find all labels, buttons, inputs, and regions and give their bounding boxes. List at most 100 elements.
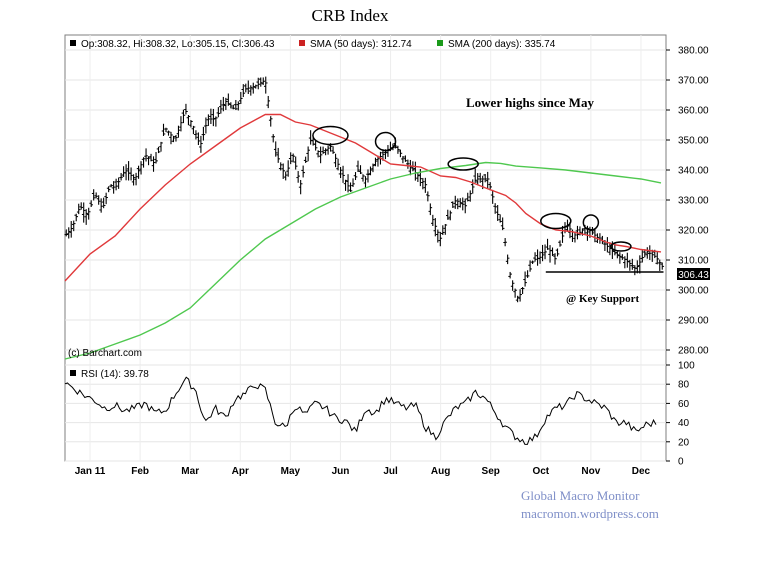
ohlc-bar xyxy=(593,229,597,243)
ohlc-bar xyxy=(129,167,133,181)
ohlc-bar xyxy=(483,174,487,183)
ohlc-bar xyxy=(640,250,645,263)
ohlc-bar xyxy=(94,192,98,199)
ohlc-bar xyxy=(368,166,373,176)
ohlc-bar xyxy=(505,254,510,265)
ohlc-bar xyxy=(166,130,171,136)
ohlc-bar xyxy=(288,152,293,165)
price-tick-label: 380.00 xyxy=(678,46,709,57)
lower-high-ellipse xyxy=(447,157,479,171)
ohlc-bar xyxy=(628,259,632,271)
ohlc-bar xyxy=(346,174,350,193)
ohlc-bar xyxy=(231,104,236,110)
x-tick-label: Feb xyxy=(131,466,149,477)
ohlc-bar xyxy=(445,209,450,220)
ohlc-bar xyxy=(520,287,525,295)
x-tick-label: May xyxy=(281,466,301,477)
ohlc-bar xyxy=(194,130,198,140)
ohlc-bar xyxy=(443,224,448,235)
ohlc-bar xyxy=(318,146,323,164)
ohlc-bar xyxy=(341,165,345,183)
ohlc-bar xyxy=(530,260,535,264)
rsi-tick-label: 100 xyxy=(678,361,695,372)
lower-high-ellipses xyxy=(312,125,632,252)
ohlc-bar xyxy=(251,82,256,94)
ohlc-bar xyxy=(333,153,338,168)
x-axis: Jan 11 Feb Mar Apr May Jun Jul Aug Sep Oct Nov Dec xyxy=(75,466,651,477)
rsi-legend-swatch xyxy=(70,370,76,376)
x-tick-label: Sep xyxy=(482,466,500,477)
ohlc-bar xyxy=(136,165,141,179)
ohlc-bar xyxy=(154,152,158,164)
ohlc-bar xyxy=(246,80,251,95)
ohlc-bar xyxy=(191,125,196,135)
ohlc-bar xyxy=(114,178,118,191)
ohlc-bar xyxy=(101,197,106,209)
ohlc-bar xyxy=(211,108,216,127)
lower-high-ellipse xyxy=(540,212,572,230)
ohlc-bar xyxy=(144,148,148,162)
ohlc-bar xyxy=(241,84,246,98)
ohlc-bar xyxy=(86,207,91,220)
ohlc-bar xyxy=(313,140,318,151)
ohlc-bar xyxy=(348,182,353,192)
rsi-tick-label: 80 xyxy=(678,380,690,391)
sma50-legend-swatch xyxy=(299,40,305,46)
ohlc-bar xyxy=(258,77,263,87)
ohlc-bar xyxy=(436,229,440,243)
ohlc-bar xyxy=(119,172,123,181)
sma50-legend-text: SMA (50 days): 312.74 xyxy=(310,39,412,50)
rsi-tick-label: 20 xyxy=(678,437,690,448)
rsi-tick-label: 60 xyxy=(678,399,690,410)
ohlc-legend-swatch xyxy=(70,40,76,46)
ohlc-bar xyxy=(169,131,173,145)
ohlc-bar xyxy=(286,160,290,177)
ohlc-bar xyxy=(468,190,473,202)
ohlc-bar xyxy=(124,164,128,181)
ohlc-bar xyxy=(453,195,458,209)
price-tick-label: 340.00 xyxy=(678,166,709,177)
rsi-line xyxy=(64,376,657,445)
ohlc-bar xyxy=(353,172,358,181)
ohlc-bar xyxy=(64,229,69,237)
ohlc-bar xyxy=(131,174,136,186)
ohlc-bar xyxy=(426,191,430,202)
x-tick-label: Dec xyxy=(632,466,651,477)
ohlc-bar xyxy=(134,172,138,186)
ohlc-bar xyxy=(366,169,370,183)
ohlc-bar xyxy=(431,214,435,227)
ohlc-bar xyxy=(630,258,635,270)
ohlc-bar xyxy=(151,156,156,172)
watermark-line1: Global Macro Monitor xyxy=(521,488,640,503)
x-tick-label: Apr xyxy=(232,466,249,477)
ohlc-bar xyxy=(470,179,475,194)
rsi-legend-text: RSI (14): 39.78 xyxy=(81,369,149,380)
ohlc-bar xyxy=(196,132,201,146)
ohlc-bar xyxy=(618,252,622,264)
ohlc-bar xyxy=(331,146,335,154)
ohlc-bar xyxy=(171,135,176,143)
ohlc-bar xyxy=(373,157,378,167)
rsi-axis: 0 20 40 60 80 100 xyxy=(666,361,695,468)
ohlc-bar xyxy=(585,225,590,241)
ohlc-bar xyxy=(545,238,550,250)
ohlc-bar xyxy=(79,202,84,210)
ohlc-bar xyxy=(139,161,143,175)
lower-high-ellipse xyxy=(582,214,600,231)
ohlc-bar xyxy=(146,156,151,166)
ohlc-bar xyxy=(91,189,96,201)
x-tick-label: Mar xyxy=(181,466,199,477)
ohlc-bar xyxy=(189,120,193,128)
x-tick-label: Oct xyxy=(532,466,549,477)
ohlc-bar xyxy=(620,254,625,260)
ohlc-bar xyxy=(553,253,557,265)
ohlc-bar xyxy=(321,146,325,154)
ohlc-bar xyxy=(605,237,610,253)
ohlc-bar xyxy=(416,172,420,182)
ohlc-bar xyxy=(635,260,640,274)
ohlc-bar xyxy=(99,198,103,213)
price-tick-label: 360.00 xyxy=(678,106,709,117)
ohlc-bar xyxy=(74,213,79,222)
price-tick-label: 290.00 xyxy=(678,316,709,327)
ohlc-bar xyxy=(306,146,310,162)
